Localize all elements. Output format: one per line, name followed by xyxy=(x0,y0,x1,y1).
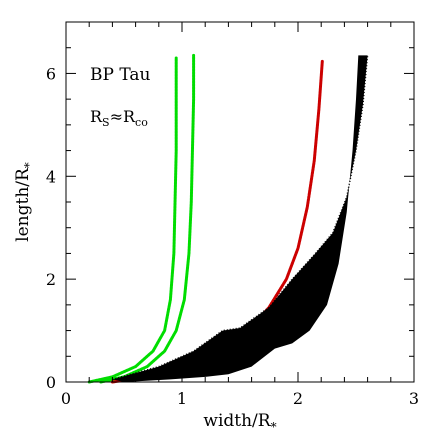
radius-label-r: R xyxy=(90,107,103,126)
x-axis-label: width/R* xyxy=(203,411,276,434)
plot-series xyxy=(87,53,369,384)
x-axis-label-sub: * xyxy=(271,420,277,434)
y-tick-label: 4 xyxy=(46,167,56,186)
x-tick-label: 0 xyxy=(61,389,71,408)
radius-label-s: S xyxy=(102,116,110,129)
series-line-1 xyxy=(99,53,196,384)
radius-label-co: co xyxy=(135,116,148,129)
axis-ticks xyxy=(65,21,415,383)
y-axis-label-main: length/R xyxy=(13,167,33,242)
series-line-0 xyxy=(87,56,178,384)
tick-labels: 0 1 2 3 0 2 4 6 xyxy=(46,64,419,408)
star-name-label: BP Tau xyxy=(90,65,150,85)
x-tick-label: 1 xyxy=(177,389,187,408)
x-tick-label: 3 xyxy=(409,389,419,408)
series-band-3 xyxy=(112,55,368,383)
x-axis-label-main: width/R xyxy=(203,411,271,431)
y-axis-label: length/R* xyxy=(13,162,36,242)
y-tick-label: 6 xyxy=(46,64,56,83)
radius-label-approx: ≈ xyxy=(110,107,123,126)
y-tick-label: 0 xyxy=(46,373,56,392)
y-tick-label: 2 xyxy=(46,270,56,289)
x-tick-label: 2 xyxy=(293,389,303,408)
y-axis-label-sub: * xyxy=(22,162,36,168)
radius-label-co-r: R xyxy=(123,107,136,126)
radius-label: RS≈Rco xyxy=(90,107,148,129)
